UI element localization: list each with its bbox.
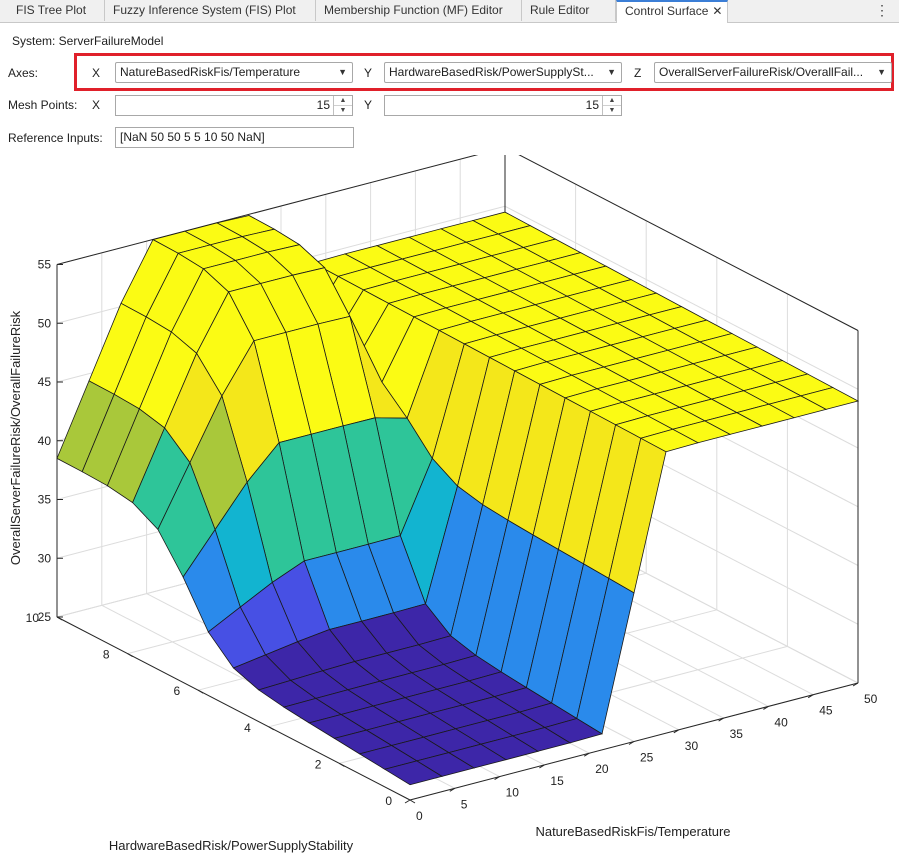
spin-up-icon[interactable]: ▲ (334, 96, 352, 106)
x-tick-label: 50 (864, 692, 878, 706)
x-axis-label: NatureBasedRiskFis/Temperature (535, 824, 730, 839)
close-icon[interactable]: ✕ (712, 4, 723, 18)
control-surface-plot[interactable]: 25 30 35 40 45 50 55 0 5 10 15 20 25 30 35 40 45 50 0 2 4 6 8 1… (0, 155, 899, 855)
y-tick-label: 0 (385, 794, 392, 808)
axes-y-label: Y (364, 66, 373, 80)
axes-y-dropdown[interactable]: HardwareBasedRisk/PowerSupplySt... ▼ (384, 62, 622, 83)
x-tick-label: 10 (506, 786, 520, 800)
y-tick-label: 10 (26, 611, 40, 625)
grid-line (504, 205, 859, 390)
x-tick (494, 776, 500, 781)
box-edge (56, 155, 479, 265)
axes-highlight-box (74, 53, 894, 91)
z-tick-label: 45 (38, 375, 52, 389)
mesh-y-value: 15 (585, 98, 599, 112)
axes-label: Axes: (8, 66, 39, 80)
x-tick-label: 0 (416, 809, 423, 823)
mesh-x-label: X (92, 98, 101, 112)
tab-fis-tree-plot[interactable]: FIS Tree Plot (8, 0, 105, 21)
x-tick (718, 717, 724, 722)
y-tick-label: 4 (244, 721, 251, 735)
axes-x-label: X (92, 66, 101, 80)
x-tick (583, 752, 590, 757)
tab-label: Membership Function (MF) Editor (324, 3, 503, 17)
more-options-icon[interactable]: ⋮ (875, 2, 889, 18)
axes-x-value: NatureBasedRiskFis/Temperature (120, 65, 301, 79)
tab-label: FIS Tree Plot (16, 3, 87, 17)
y-tick (56, 616, 63, 621)
tab-mf-editor[interactable]: Membership Function (MF) Editor (316, 0, 522, 21)
z-tick-label: 55 (38, 258, 52, 272)
tab-control-surface[interactable]: Control Surface ✕ (616, 0, 728, 23)
axes-z-dropdown[interactable]: OverallServerFailureRisk/OverallFail... ▼ (654, 62, 892, 83)
tab-bar: FIS Tree Plot Fuzzy Inference System (FI… (0, 0, 899, 23)
box-edge (518, 155, 859, 331)
spin-down-icon[interactable]: ▼ (608, 107, 616, 114)
mesh-x-spinner[interactable]: 15 ▲ ▼ (115, 95, 353, 116)
x-tick-label: 40 (774, 715, 788, 729)
axes-y-value: HardwareBasedRisk/PowerSupplySt... (389, 65, 594, 79)
y-tick-label: 6 (174, 684, 181, 698)
mesh-y-spinner[interactable]: 15 ▲ ▼ (384, 95, 622, 116)
mesh-y-label: Y (364, 98, 373, 112)
y-tick-label: 8 (103, 648, 110, 662)
axes-z-value: OverallServerFailureRisk/OverallFail... (659, 65, 864, 79)
x-tick-label: 5 (461, 797, 468, 811)
x-tick (807, 694, 814, 699)
x-tick-label: 30 (685, 739, 699, 753)
y-tick (339, 762, 345, 767)
z-tick-label: 40 (38, 434, 52, 448)
x-tick-label: 20 (595, 762, 609, 776)
chevron-down-icon: ▼ (338, 67, 347, 77)
z-axis-label: OverallServerFailureRisk/OverallFailureR… (8, 310, 23, 565)
axes-z-label: Z (634, 66, 642, 80)
x-tick (852, 682, 859, 687)
x-tick (763, 705, 769, 710)
reference-inputs-label: Reference Inputs: (8, 131, 103, 145)
surface-patch (383, 760, 444, 786)
x-tick (404, 799, 411, 804)
axis-ticks: 25 30 35 40 45 50 55 0 5 10 15 20 25 30 35 40 45 50 0 2 4 6 8 1… (26, 258, 878, 824)
x-tick (673, 729, 680, 734)
y-tick (409, 799, 416, 804)
x-tick-label: 25 (640, 751, 654, 765)
chevron-down-icon: ▼ (607, 67, 616, 77)
y-tick (127, 653, 133, 658)
z-tick-label: 25 (38, 610, 52, 624)
spin-up-icon[interactable]: ▲ (603, 96, 621, 106)
tab-label: Control Surface (625, 4, 709, 18)
chevron-down-icon: ▼ (877, 67, 886, 77)
z-tick-label: 35 (38, 493, 52, 507)
mesh-x-value: 15 (316, 98, 330, 112)
y-tick (197, 689, 204, 694)
z-tick-label: 50 (38, 316, 52, 330)
x-tick-label: 15 (550, 774, 564, 788)
tab-label: Rule Editor (530, 3, 590, 17)
surface-mesh (56, 211, 860, 786)
x-tick (539, 764, 545, 769)
x-tick-label: 45 (819, 704, 833, 718)
x-tick-label: 35 (730, 727, 744, 741)
z-tick-label: 30 (38, 551, 52, 565)
y-axis-line (56, 616, 411, 801)
y-tick (268, 726, 275, 731)
y-axis-label: HardwareBasedRisk/PowerSupplyStability (109, 838, 354, 853)
system-label: System: ServerFailureModel (12, 34, 164, 48)
mesh-points-label: Mesh Points: (8, 98, 78, 112)
y-tick-label: 2 (315, 757, 322, 771)
axes-x-dropdown[interactable]: NatureBasedRiskFis/Temperature ▼ (115, 62, 353, 83)
tab-rule-editor[interactable]: Rule Editor (522, 0, 616, 21)
x-tick (628, 741, 635, 745)
tab-label: Fuzzy Inference System (FIS) Plot (113, 3, 296, 17)
reference-inputs-field[interactable]: [NaN 50 50 5 5 10 50 NaN] (115, 127, 354, 148)
tab-fis-plot[interactable]: Fuzzy Inference System (FIS) Plot (105, 0, 316, 21)
x-tick (449, 787, 456, 792)
spin-down-icon[interactable]: ▼ (339, 107, 347, 114)
